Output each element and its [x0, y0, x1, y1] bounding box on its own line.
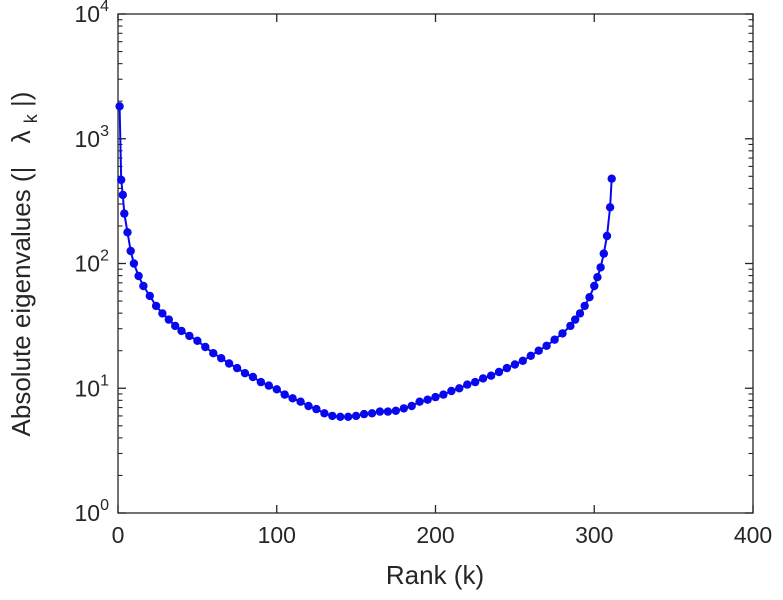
data-point	[367, 409, 377, 418]
data-point	[415, 397, 424, 406]
data-point	[129, 259, 139, 268]
data-point	[607, 174, 616, 183]
data-point	[185, 331, 194, 341]
x-axis-label: Rank (k)	[386, 560, 484, 590]
y-axis-label: Absolute eigenvalues (| λ k |)	[6, 92, 43, 437]
data-point	[383, 407, 393, 416]
data-point	[126, 246, 135, 256]
y-axis-label-pre: Absolute eigenvalues (|	[6, 167, 36, 437]
y-tick-label: 100	[75, 497, 110, 526]
data-point	[447, 386, 456, 396]
data-point	[423, 395, 432, 404]
data-point	[518, 356, 527, 365]
data-point	[288, 394, 297, 403]
data-point	[399, 404, 408, 413]
data-point	[123, 228, 132, 237]
x-tick-label: 400	[734, 522, 772, 548]
data-point	[494, 367, 504, 377]
data-point	[248, 372, 258, 382]
data-point	[407, 401, 416, 411]
data-point	[359, 409, 369, 419]
data-point	[431, 392, 440, 402]
y-tick-label: 103	[75, 123, 110, 152]
lambda-symbol: λ	[6, 130, 36, 143]
data-point	[375, 407, 385, 416]
x-tick-label: 100	[258, 522, 296, 548]
y-tick-label: 104	[75, 0, 110, 27]
data-point	[344, 412, 353, 421]
data-point	[120, 209, 129, 218]
data-point	[571, 315, 580, 324]
data-point	[193, 336, 202, 345]
data-point	[177, 326, 186, 336]
data-point	[296, 397, 305, 406]
data-point	[566, 321, 575, 331]
data-point	[320, 409, 329, 418]
data-point	[602, 231, 612, 241]
data-point	[575, 309, 585, 318]
data-point	[164, 315, 173, 324]
data-point	[115, 102, 124, 111]
data-point	[590, 281, 599, 291]
y-tick-label: 101	[75, 372, 110, 401]
data-point	[134, 271, 143, 281]
data-point	[599, 249, 608, 258]
data-point	[391, 406, 400, 415]
x-tick-label: 300	[575, 522, 613, 548]
data-point	[580, 301, 589, 311]
data-point	[139, 281, 148, 291]
data-point	[336, 412, 345, 421]
data-point	[264, 381, 273, 390]
data-point	[151, 301, 161, 311]
data-point	[209, 349, 218, 358]
data-point	[593, 273, 602, 282]
data-point	[550, 335, 559, 344]
series-line	[118, 105, 613, 418]
data-point	[471, 377, 480, 387]
data-point	[439, 390, 448, 399]
lambda-subscript: k	[21, 113, 41, 123]
data-point	[117, 175, 126, 185]
data-point	[526, 351, 535, 360]
y-axis-label-post: |)	[6, 92, 36, 107]
y-tick-label: 102	[75, 248, 110, 277]
data-point	[118, 190, 128, 200]
data-point	[217, 354, 226, 363]
data-point	[158, 309, 167, 318]
data-point	[534, 346, 543, 355]
data-point	[502, 363, 512, 373]
data-point	[463, 380, 472, 389]
data-point	[240, 369, 250, 378]
data-point	[510, 360, 520, 369]
data-point	[486, 371, 496, 380]
data-point	[312, 404, 321, 414]
data-point	[224, 359, 234, 368]
data-point	[351, 411, 361, 421]
data-point	[145, 291, 154, 301]
x-tick-label: 0	[112, 522, 125, 548]
data-point	[201, 342, 210, 352]
data-point	[272, 385, 281, 394]
data-point	[542, 341, 551, 350]
data-point	[455, 384, 464, 393]
data-point	[478, 374, 488, 383]
data-point	[232, 363, 242, 373]
x-tick-label: 200	[416, 522, 454, 548]
data-point	[256, 377, 266, 387]
data-point	[596, 263, 605, 272]
data-point	[280, 390, 289, 399]
data-point	[304, 401, 313, 411]
data-point	[328, 411, 337, 421]
data-point	[585, 293, 594, 302]
data-point	[558, 329, 567, 338]
data-point	[171, 321, 180, 331]
axes-box	[117, 13, 754, 514]
data-point	[605, 203, 615, 212]
